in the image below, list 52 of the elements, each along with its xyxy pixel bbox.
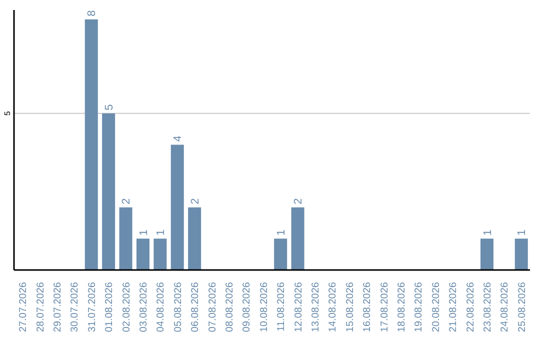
- x-tick-label: 07.08.2026: [207, 282, 218, 332]
- x-tick-label: 25.08.2026: [516, 282, 528, 332]
- data-label: 5: [103, 104, 116, 110]
- bar: [84, 19, 98, 270]
- x-tick-label: 08.08.2026: [224, 282, 236, 332]
- x-tick-label: 02.08.2026: [121, 282, 132, 332]
- x-tick-label: 09.08.2026: [242, 282, 253, 332]
- bar: [119, 207, 132, 270]
- x-tick-label: 20.08.2026: [430, 282, 442, 332]
- bar: [480, 238, 494, 270]
- x-tick-label: 24.08.2026: [500, 282, 511, 332]
- x-tick-label: 15.08.2026: [344, 282, 356, 332]
- data-label: 1: [482, 230, 494, 236]
- data-label: 2: [120, 198, 133, 204]
- x-tick-label: 29.07.2026: [52, 282, 64, 332]
- data-label: 1: [275, 230, 288, 236]
- x-tick-label: 30.07.2026: [70, 282, 81, 332]
- x-tick-label: 31.07.2026: [86, 282, 98, 332]
- x-tick-label: 17.08.2026: [379, 282, 390, 332]
- x-tick-label: 19.08.2026: [414, 282, 425, 332]
- bar: [154, 238, 167, 270]
- x-tick-label: 23.08.2026: [482, 282, 494, 332]
- x-tick-label: 01.08.2026: [104, 282, 116, 332]
- data-label: 1: [516, 230, 528, 236]
- x-tick-label: 18.08.2026: [396, 282, 408, 332]
- data-label: 1: [138, 230, 150, 236]
- x-tick-label: 14.08.2026: [328, 282, 339, 332]
- x-tick-label: 21.08.2026: [448, 282, 460, 332]
- x-tick-label: 16.08.2026: [362, 282, 374, 332]
- x-tick-label: 13.08.2026: [310, 282, 322, 332]
- x-tick-label: 05.08.2026: [172, 282, 184, 332]
- x-tick-label: 10.08.2026: [258, 282, 270, 332]
- bar: [291, 207, 304, 270]
- bar: [274, 238, 288, 270]
- bar: [136, 238, 150, 270]
- data-label: 2: [189, 198, 202, 204]
- data-label: 8: [86, 10, 98, 16]
- bar: [102, 113, 116, 270]
- data-label: 4: [172, 136, 184, 142]
- x-tick-label: 03.08.2026: [138, 282, 150, 332]
- x-tick-label: 06.08.2026: [190, 282, 202, 332]
- x-tick-label: 04.08.2026: [156, 282, 167, 332]
- data-label: 2: [292, 198, 305, 204]
- x-tick-label: 22.08.2026: [465, 282, 476, 332]
- data-label: 1: [155, 230, 168, 236]
- x-tick-label: 11.08.2026: [276, 282, 288, 332]
- x-tick-label: 28.07.2026: [35, 282, 46, 332]
- x-tick-label: 27.07.2026: [18, 282, 30, 332]
- bar: [514, 238, 528, 270]
- bar: [188, 207, 202, 270]
- x-tick-label: 12.08.2026: [293, 282, 304, 332]
- bar: [170, 144, 184, 270]
